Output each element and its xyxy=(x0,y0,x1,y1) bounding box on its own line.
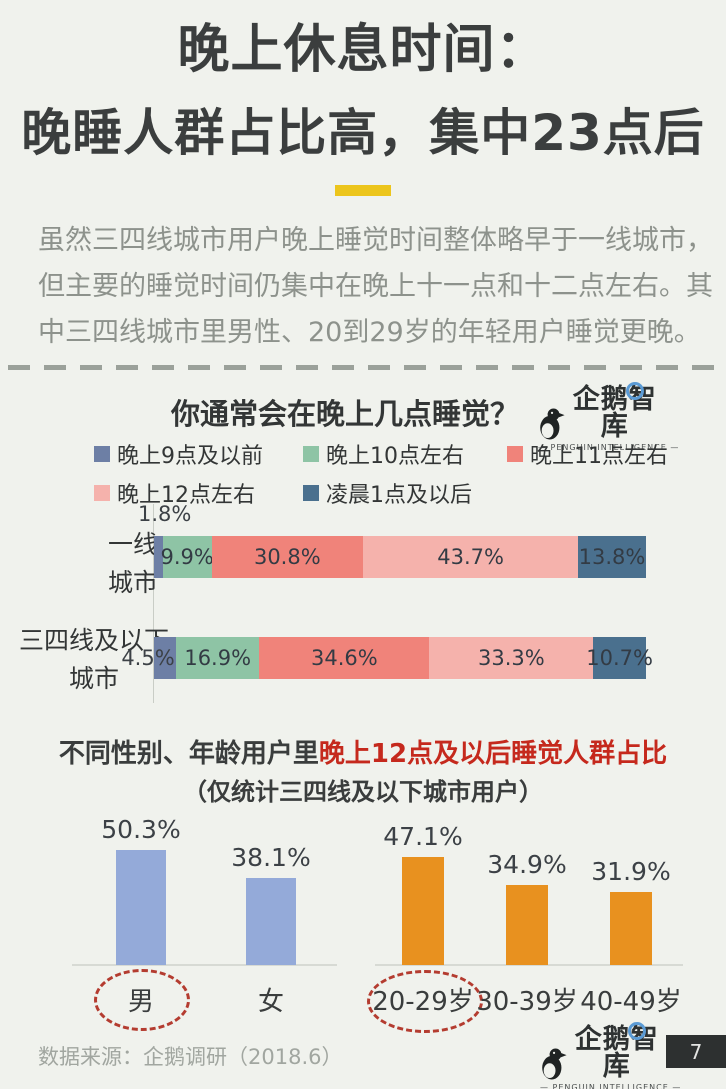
segment-value-label: 33.3% xyxy=(478,646,545,670)
intro-paragraph: 虽然三四线城市用户晚上睡觉时间整体略早于一线城市， 但主要的睡觉时间仍集中在晚上… xyxy=(38,218,713,356)
chart2-subtitle: （仅统计三四线及以下城市用户） xyxy=(183,778,543,806)
bar-segment-晚上10点左右: 9.9% xyxy=(160,536,214,578)
legend-swatch xyxy=(94,446,110,462)
legend-item-3: 晚上12点左右 xyxy=(94,482,255,508)
bar-value-40-49岁: 31.9% xyxy=(591,857,671,886)
legend-label: 晚上9点及以前 xyxy=(117,444,263,469)
row1-first-segment-value: 1.8% xyxy=(138,502,192,526)
segment-value-label: 43.7% xyxy=(437,545,504,569)
bar-segment-晚上9点及以前 xyxy=(154,536,163,578)
highlight-ellipse-20-29 xyxy=(367,970,483,1033)
legend-item-2: 晚上11点左右 xyxy=(507,443,668,469)
stacked-bar-row-tier34: 16.9% 34.6% 33.3% 10.7% xyxy=(154,637,653,679)
logo-name: 企鹅智库 xyxy=(574,1024,659,1082)
chart2-title-highlight: 晚上12点及以后睡觉人群占比 xyxy=(318,739,668,769)
bar-segment-晚上12点左右: 33.3% xyxy=(429,637,594,679)
penguin-intelligence-logo-footer: 企鹅智库 — PENGUIN INTELLIGENCE — xyxy=(540,1022,682,1089)
bar-30-39岁 xyxy=(506,885,548,965)
legend-label: 晚上10点左右 xyxy=(326,444,464,469)
page-title-line1: 晚上休息时间： xyxy=(177,20,549,80)
bar-category-女: 女 xyxy=(257,987,284,1017)
bar-category-40-49岁: 40-49岁 xyxy=(580,987,682,1017)
bar-category-男: 男 xyxy=(127,987,154,1017)
intro-line: 但主要的睡觉时间仍集中在晚上十一点和十二点左右。其 xyxy=(38,271,713,302)
title-accent-dash xyxy=(335,185,391,196)
segment-value-label: 13.8% xyxy=(578,545,646,569)
legend-swatch xyxy=(303,485,319,501)
bar-男 xyxy=(116,850,166,965)
bar-segment-晚上11点左右: 34.6% xyxy=(259,637,430,679)
row-label-line: 一线 xyxy=(107,530,158,559)
bar-segment-晚上11点左右: 30.8% xyxy=(211,536,364,578)
row2-first-segment-value: 4.5% xyxy=(121,646,175,670)
page-number-badge: 7 xyxy=(666,1035,726,1068)
legend-item-4: 凌晨1点及以后 xyxy=(303,482,472,508)
chart2-title: 不同性别、年龄用户里晚上12点及以后睡觉人群占比 xyxy=(0,733,726,770)
bar-segment-晚上12点左右: 43.7% xyxy=(363,536,579,578)
legend-label: 晚上11点左右 xyxy=(530,444,668,469)
legend-label: 凌晨1点及以后 xyxy=(326,483,472,508)
bar-segment-晚上9点及以前 xyxy=(154,637,177,679)
chart1-title: 你通常会在晚上几点睡觉？ xyxy=(170,397,519,431)
row-label-line: 城市 xyxy=(107,568,158,597)
bar-value-20-29岁: 47.1% xyxy=(383,822,463,851)
legend-swatch xyxy=(94,485,110,501)
bar-20-29岁 xyxy=(402,857,444,965)
bar-segment-凌晨1点及以后: 10.7% xyxy=(586,637,653,679)
row-label-tier34-cities: 三四线及以下 城市 xyxy=(14,622,174,698)
intro-line: 中三四线城市里男性、20到29岁的年轻用户睡觉更晚。 xyxy=(38,317,701,348)
bar-value-女: 38.1% xyxy=(231,843,311,872)
bar-40-49岁 xyxy=(610,892,652,965)
bar-value-男: 50.3% xyxy=(101,815,181,844)
bar-category-30-39岁: 30-39岁 xyxy=(476,987,578,1017)
magnifier-ring-icon xyxy=(626,382,644,400)
chart2-title-prefix: 不同性别、年龄用户里 xyxy=(58,739,319,769)
bar-segment-凌晨1点及以后: 13.8% xyxy=(578,536,646,578)
row-label-line: 三四线及以下 xyxy=(18,626,169,655)
penguin-icon xyxy=(540,408,565,440)
penguin-intelligence-logo: 企鹅智库 — PENGUIN INTELLIGENCE — xyxy=(538,382,680,452)
legend-swatch xyxy=(303,446,319,462)
intro-line: 虽然三四线城市用户晚上睡觉时间整体略早于一线城市， xyxy=(38,225,713,256)
legend-item-1: 晚上10点左右 xyxy=(303,443,464,469)
legend-item-0: 晚上9点及以前 xyxy=(94,443,263,469)
segment-value-label: 16.9% xyxy=(184,646,252,670)
gender-chart-baseline xyxy=(72,964,337,966)
age-chart-baseline xyxy=(375,964,683,966)
segment-value-label: 34.6% xyxy=(311,646,378,670)
bar-segment-晚上10点左右: 16.9% xyxy=(176,637,260,679)
bar-value-30-39岁: 34.9% xyxy=(487,850,567,879)
highlight-ellipse-male xyxy=(94,969,190,1031)
penguin-icon xyxy=(542,1048,567,1080)
logo-subtitle: — PENGUIN INTELLIGENCE — xyxy=(538,443,680,452)
row-label-tier1-cities: 一线 城市 xyxy=(98,526,168,602)
logo-subtitle: — PENGUIN INTELLIGENCE — xyxy=(540,1083,682,1089)
bar-category-20-29岁: 20-29岁 xyxy=(372,987,474,1017)
magnifier-ring-icon xyxy=(628,1022,646,1040)
data-source-note: 数据来源：企鹅调研（2018.6） xyxy=(38,1045,343,1069)
logo-name: 企鹅智库 xyxy=(572,384,657,442)
bar-女 xyxy=(246,878,296,965)
stacked-bar-row-tier1: 9.9% 30.8% 43.7% 13.8% xyxy=(154,536,646,578)
row-label-line: 城市 xyxy=(68,664,119,693)
legend-label: 晚上12点左右 xyxy=(117,483,255,508)
dashed-divider xyxy=(8,365,718,370)
segment-value-label: 9.9% xyxy=(160,545,214,569)
segment-value-label: 10.7% xyxy=(586,646,653,670)
page-title-line2: 晚睡人群占比高，集中23点后 xyxy=(21,104,705,162)
legend-swatch xyxy=(507,446,523,462)
chart1-axis-line xyxy=(153,504,154,703)
segment-value-label: 30.8% xyxy=(253,545,321,569)
